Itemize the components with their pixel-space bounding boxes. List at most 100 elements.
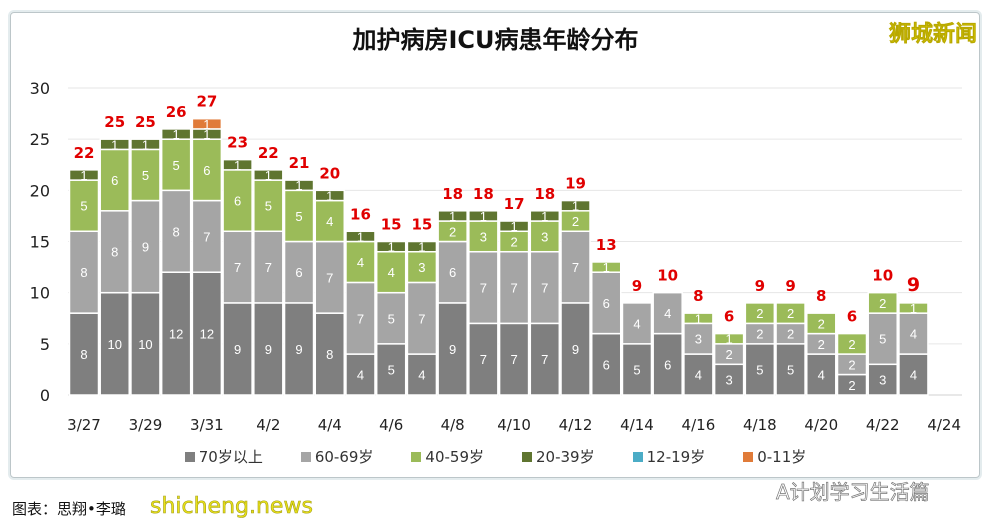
bar-segment (345, 230, 376, 243)
bar-value-label: 3 (695, 332, 702, 347)
total-label: 9 (755, 277, 765, 295)
bar-value-label: 2 (787, 327, 794, 342)
logo: 狮城新闻 (888, 22, 978, 48)
credit-text: 图表：思翔•李璐 (12, 500, 126, 518)
bar-value-label: 3 (480, 229, 487, 244)
total-label: 13 (596, 236, 617, 254)
bar-value-label: 6 (664, 357, 671, 372)
bar-value-label: 1 (203, 117, 210, 132)
bar-value-label: 9 (265, 342, 272, 357)
legend-label: 40-59岁 (425, 448, 485, 466)
total-label: 22 (258, 144, 279, 162)
total-label: 23 (227, 134, 248, 152)
bar-value-label: 10 (138, 337, 152, 352)
bar-segment (191, 138, 223, 202)
legend-label: 20-39岁 (536, 448, 595, 466)
total-label: 21 (289, 154, 310, 172)
legend-item: 0-11岁 (743, 448, 806, 466)
bar-value-label: 1 (572, 199, 579, 214)
bar-value-label: 8 (326, 347, 333, 362)
bar-value-label: 1 (418, 240, 425, 255)
bar-value-label: 12 (200, 327, 214, 342)
bar-value-label: 2 (756, 306, 763, 321)
bar-value-label: 4 (633, 316, 640, 331)
bar-value-label: 9 (449, 342, 456, 357)
total-label: 15 (381, 216, 402, 234)
bar-value-label: 5 (388, 311, 395, 326)
bar-segment (652, 291, 683, 335)
bar-value-label: 1 (173, 127, 180, 142)
legend-item: 20-39岁 (522, 448, 595, 466)
bar-value-label: 1 (111, 137, 118, 152)
x-tick-label: 4/14 (620, 416, 654, 434)
y-tick-label: 20 (30, 181, 50, 200)
bar-value-label: 10 (107, 337, 121, 352)
bar-value-label: 2 (848, 357, 855, 372)
watermark-site: shicheng.news (150, 494, 314, 520)
bar-segment (529, 210, 561, 222)
bar-segment (406, 353, 438, 396)
bar-segment (560, 199, 591, 212)
legend-label: 0-11岁 (757, 448, 807, 466)
bar-segment (375, 343, 407, 396)
bar-segment (621, 302, 653, 345)
bar-segment (713, 332, 745, 345)
bar-value-label: 5 (633, 362, 640, 377)
bar-value-label: 4 (664, 306, 671, 321)
x-tick-label: 4/10 (497, 416, 531, 434)
total-label: 6 (847, 308, 857, 326)
bar-value-label: 1 (910, 301, 917, 316)
bar-segment (99, 210, 130, 294)
bar-segment (898, 302, 929, 314)
bar-value-label: 2 (726, 347, 733, 362)
bar-segment (437, 302, 468, 396)
bar-segment (867, 291, 898, 314)
bar-segment (836, 332, 868, 355)
y-tick-label: 30 (30, 79, 50, 98)
chart-frame (10, 12, 980, 478)
bar-value-label: 3 (418, 260, 425, 275)
x-tick-label: 4/8 (441, 416, 465, 434)
bar-value-label: 4 (418, 368, 425, 383)
bar-value-label: 7 (572, 260, 579, 275)
bar-value-label: 5 (756, 362, 763, 377)
bar-segment (160, 189, 192, 273)
total-label: 8 (693, 287, 703, 305)
bar-segment (222, 230, 253, 304)
total-label: 15 (411, 216, 432, 234)
total-label: 25 (104, 113, 125, 131)
total-label: 6 (724, 308, 734, 326)
bar-segment (806, 353, 837, 396)
x-tick-label: 4/18 (743, 416, 777, 434)
bar-segment (283, 179, 315, 192)
bar-value-label: 2 (510, 235, 517, 250)
bar-value-label: 4 (695, 368, 702, 383)
bar-value-label: 8 (80, 347, 87, 362)
bar-segment (713, 363, 745, 396)
bar-segment (590, 261, 622, 273)
total-label: 16 (350, 205, 371, 223)
bar-segment (375, 240, 407, 253)
y-tick-label: 25 (30, 130, 50, 149)
bar-value-label: 1 (142, 137, 149, 152)
total-label: 27 (196, 93, 217, 111)
bar-segment (744, 343, 776, 396)
x-tick-label: 4/12 (559, 416, 593, 434)
bar-value-label: 1 (510, 219, 517, 234)
bar-value-label: 1 (357, 229, 364, 244)
bar-segment (560, 230, 591, 304)
bar-segment (68, 169, 100, 181)
total-label: 9 (785, 277, 795, 295)
bar-value-label: 7 (510, 281, 517, 296)
bar-value-label: 5 (295, 209, 302, 224)
x-tick-label: 4/6 (379, 416, 403, 434)
bar-value-label: 2 (787, 306, 794, 321)
x-tick-label: 4/2 (256, 416, 280, 434)
bar-value-label: 1 (265, 168, 272, 183)
total-label: 10 (872, 267, 893, 285)
bar-segment (683, 312, 714, 325)
x-tick-label: 4/20 (804, 416, 838, 434)
bar-value-label: 12 (169, 327, 183, 342)
bar-segment (621, 343, 653, 396)
